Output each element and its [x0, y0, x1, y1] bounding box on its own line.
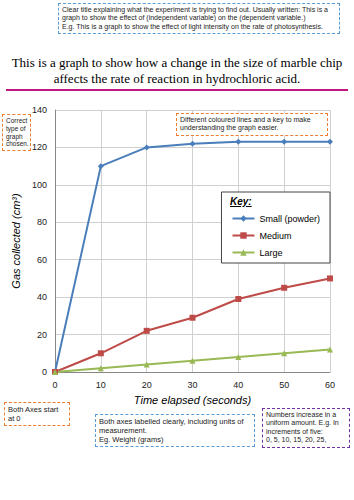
html-text:Both Axes start at 0: Both Axes start at 0: [8, 405, 59, 423]
html-text:Correct type of graph chosen.: Correct type of graph chosen.: [6, 117, 29, 148]
svg-text:Medium: Medium: [259, 231, 291, 241]
svg-text:30: 30: [187, 380, 197, 390]
html-text:Clear title explaining what th: Clear title explaining what the experime…: [62, 6, 328, 22]
svg-text:Large: Large: [259, 248, 282, 258]
svg-text:100: 100: [32, 180, 47, 190]
svg-text:0: 0: [52, 380, 57, 390]
svg-text:40: 40: [37, 292, 47, 302]
svg-text:0: 0: [42, 367, 47, 377]
html-text:E.g. This is a graph to show t: E.g. This is a graph to show the effect …: [62, 22, 323, 30]
html-text:Numbers increase in a uniform: Numbers increase in a uniform amount. E.…: [266, 411, 339, 435]
svg-text:Gas collected (cm³): Gas collected (cm³): [10, 193, 22, 289]
html-text:Eg. Weight (grams): Eg. Weight (grams): [99, 435, 164, 444]
svg-text:40: 40: [233, 380, 243, 390]
svg-text:140: 140: [32, 105, 47, 115]
svg-text:20: 20: [142, 380, 152, 390]
html-text:This is a graph to show how a: This is a graph to show how a change in …: [11, 55, 343, 86]
svg-text:Small (powder): Small (powder): [259, 214, 320, 224]
html-text:Both axes labelled clearly, in: Both axes labelled clearly, including un…: [99, 417, 244, 435]
svg-text:120: 120: [32, 142, 47, 152]
svg-text:60: 60: [37, 255, 47, 265]
svg-text:10: 10: [96, 380, 106, 390]
svg-text:80: 80: [37, 217, 47, 227]
svg-text:Time elapsed (seconds): Time elapsed (seconds): [134, 394, 252, 406]
html-text:Key:: Key:: [230, 196, 252, 207]
svg-text:50: 50: [279, 380, 289, 390]
svg-text:60: 60: [325, 380, 335, 390]
svg-text:20: 20: [37, 330, 47, 340]
html-text:Different coloured lines and a: Different coloured lines and a key to ma…: [180, 116, 311, 132]
html-text:0, 5, 10, 15, 20, 25,: 0, 5, 10, 15, 20, 25,: [266, 436, 327, 444]
